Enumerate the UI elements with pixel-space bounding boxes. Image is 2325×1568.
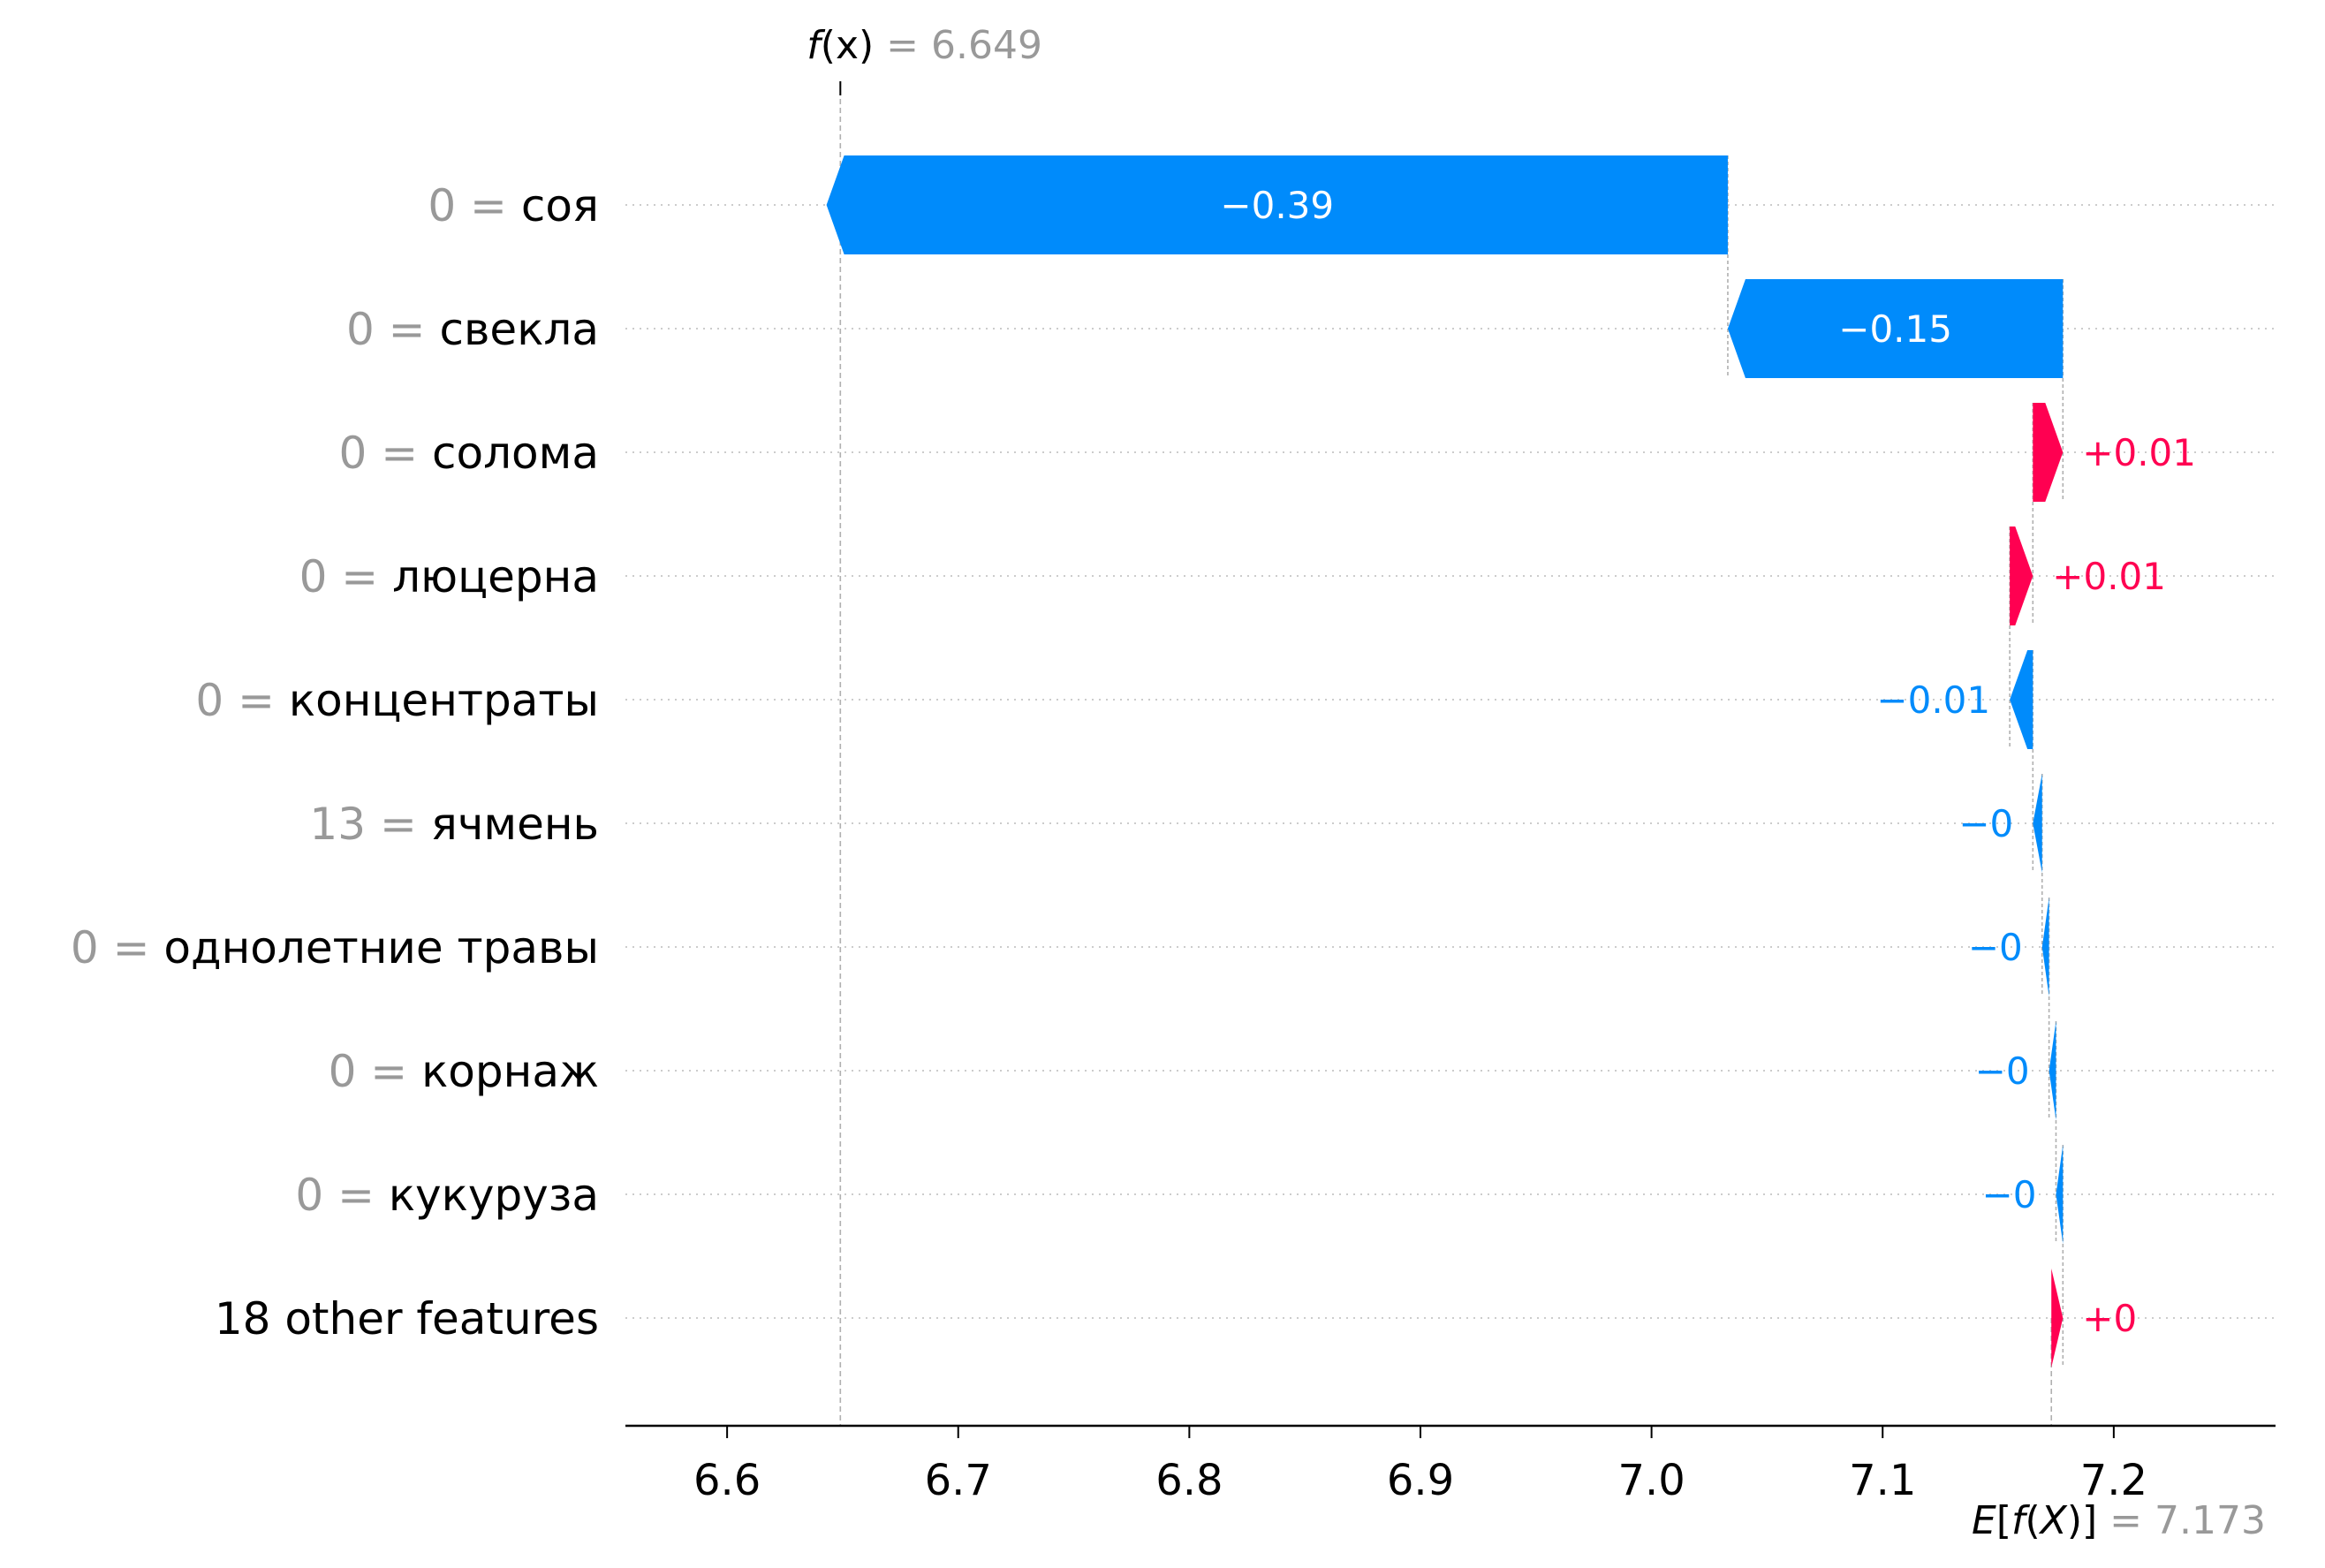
feature-label: 0 = соя bbox=[428, 180, 599, 231]
x-tick-label: 7.0 bbox=[1617, 1456, 1685, 1505]
feature-name: корнаж bbox=[421, 1046, 599, 1097]
x-tick-label: 7.2 bbox=[2080, 1456, 2147, 1505]
feature-name: люцерна bbox=[392, 551, 599, 602]
base-value-annotation: E[f(X)] = 7.173 bbox=[1972, 1498, 2266, 1543]
feature-value: 13 bbox=[309, 799, 366, 850]
feature-label: 0 = солома bbox=[339, 428, 600, 479]
negative-bar bbox=[2049, 1021, 2056, 1120]
bars bbox=[826, 155, 2064, 1367]
feature-value: 0 bbox=[295, 1170, 323, 1221]
negative-bar bbox=[2041, 898, 2049, 996]
positive-bar bbox=[2051, 1269, 2064, 1367]
feature-value: 0 bbox=[346, 304, 375, 355]
feature-value: 0 bbox=[339, 428, 367, 479]
negative-bar bbox=[826, 155, 1728, 254]
negative-bar bbox=[2033, 774, 2042, 873]
feature-label: 13 = ячмень bbox=[309, 799, 599, 850]
feature-value: 0 bbox=[195, 675, 223, 726]
feature-name: 18 other features bbox=[215, 1293, 599, 1345]
feature-value: 0 bbox=[71, 922, 99, 973]
feature-name: однолетние травы bbox=[163, 922, 599, 973]
bar-value-label: −0.39 bbox=[1220, 184, 1334, 227]
feature-label: 0 = концентраты bbox=[195, 675, 599, 726]
feature-name: кукуруза bbox=[389, 1170, 599, 1221]
bar-value-label: +0 bbox=[2082, 1297, 2137, 1340]
annotations: f(x) = 6.649 E[f(X)] = 7.173 bbox=[807, 23, 2266, 1543]
positive-bar bbox=[2033, 403, 2064, 502]
bar-value-label: −0 bbox=[1982, 1173, 2037, 1216]
bar-value-label: −0 bbox=[1958, 802, 2013, 845]
x-axis: 6.6 6.7 6.8 6.9 7.0 7.1 7.2 bbox=[625, 81, 2276, 1505]
bar-value-label: −0 bbox=[1968, 926, 2023, 969]
feature-name: свекла bbox=[439, 304, 599, 355]
bar-value-label: −0.01 bbox=[1876, 678, 1990, 722]
feature-name: солома bbox=[432, 428, 599, 479]
feature-label: 0 = кукуруза bbox=[295, 1170, 599, 1221]
x-tick-label: 6.8 bbox=[1155, 1456, 1223, 1505]
output-value-annotation: f(x) = 6.649 bbox=[807, 23, 1042, 68]
feature-labels: 0 = соя 0 = свекла 0 = солома 0 = люцерна 0 … bbox=[71, 180, 599, 1345]
feature-name: ячмень bbox=[431, 799, 599, 850]
feature-value: 0 bbox=[299, 551, 328, 602]
positive-bar bbox=[2010, 526, 2033, 625]
bar-value-label: −0 bbox=[1975, 1049, 2030, 1093]
feature-name: соя bbox=[521, 180, 599, 231]
bar-value-label: −0.15 bbox=[1838, 307, 1952, 351]
feature-label: 0 = люцерна bbox=[299, 551, 599, 602]
negative-bar bbox=[2056, 1145, 2064, 1244]
bar-value-labels: −0.39 −0.15 +0.01 +0.01 −0.01 −0 −0 −0 −0 +0 bbox=[1220, 184, 2196, 1340]
bar-value-label: +0.01 bbox=[2052, 555, 2166, 598]
feature-label: 0 = свекла bbox=[346, 304, 599, 355]
feature-label: 0 = однолетние травы bbox=[71, 922, 599, 973]
feature-label: 18 other features bbox=[215, 1293, 599, 1345]
feature-value: 0 bbox=[428, 180, 456, 231]
x-tick-label: 6.9 bbox=[1387, 1456, 1454, 1505]
feature-label: 0 = корнаж bbox=[329, 1046, 599, 1097]
negative-bar bbox=[1727, 279, 2064, 378]
feature-name: концентраты bbox=[289, 675, 599, 726]
x-tick-label: 6.6 bbox=[693, 1456, 761, 1505]
negative-bar bbox=[2010, 650, 2033, 749]
bar-value-label: +0.01 bbox=[2082, 431, 2196, 474]
feature-value: 0 bbox=[329, 1046, 357, 1097]
x-tick-label: 7.1 bbox=[1849, 1456, 1916, 1505]
x-tick-label: 6.7 bbox=[925, 1456, 992, 1505]
